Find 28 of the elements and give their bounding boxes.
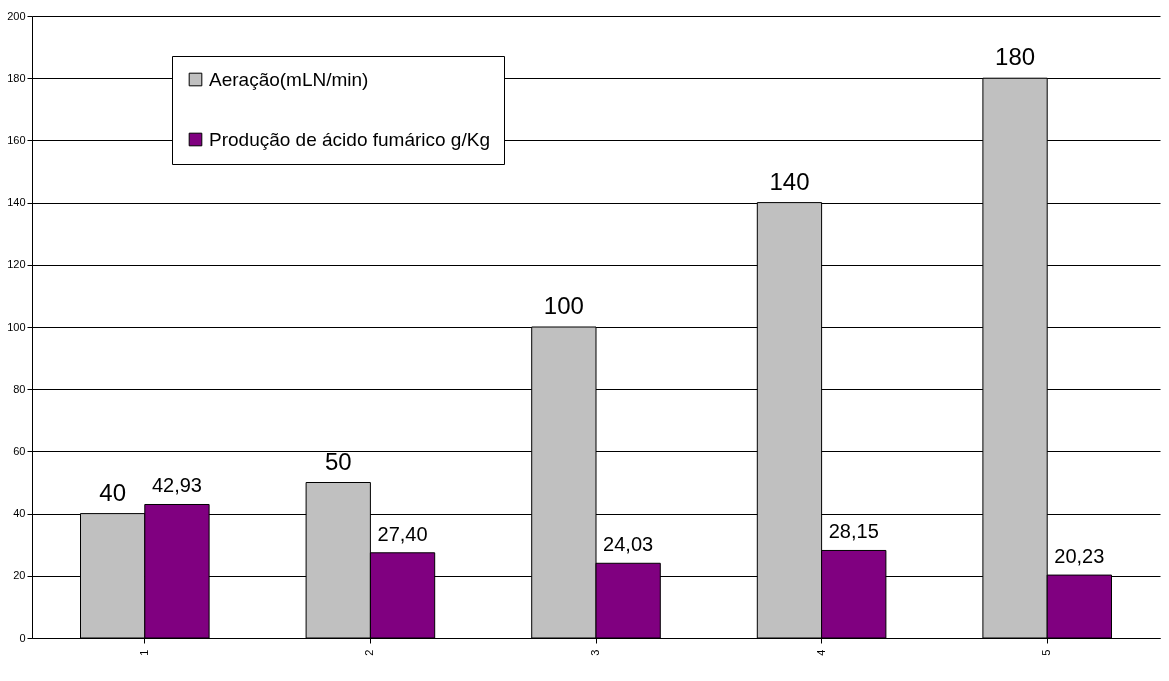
x-tick-label: 5 (1040, 649, 1053, 656)
x-tick-label: 3 (589, 649, 601, 656)
data-label: 140 (769, 167, 810, 195)
y-tick-label: 80 (13, 382, 26, 395)
data-label: 40 (99, 478, 126, 506)
x-tick-label: 1 (137, 649, 150, 656)
data-label: 24,03 (603, 533, 654, 556)
legend-label: Aeração(mLN/min) (209, 68, 369, 90)
y-tick-label: 140 (7, 196, 26, 209)
y-tick-label: 0 (19, 631, 26, 644)
data-label: 20,23 (1054, 545, 1105, 568)
y-tick-label: 20 (13, 569, 26, 582)
y-tick-label: 100 (7, 320, 26, 333)
data-label: 42,93 (151, 474, 202, 497)
y-tick-label: 200 (7, 9, 26, 22)
data-label: 50 (324, 447, 352, 475)
data-label: 180 (995, 43, 1036, 71)
data-label: 28,15 (828, 520, 879, 543)
y-tick-label: 160 (7, 133, 26, 146)
y-tick-label: 40 (13, 507, 26, 520)
data-label: 100 (543, 292, 584, 319)
y-tick-label: 60 (13, 444, 26, 457)
y-tick-label: 180 (7, 71, 26, 84)
data-label: 27,40 (377, 522, 428, 545)
x-tick-label: 2 (363, 649, 376, 656)
legend-label: Produção de ácido fumárico g/Kg (209, 128, 490, 150)
x-tick-label: 4 (814, 649, 827, 656)
y-tick-label: 120 (7, 258, 26, 271)
